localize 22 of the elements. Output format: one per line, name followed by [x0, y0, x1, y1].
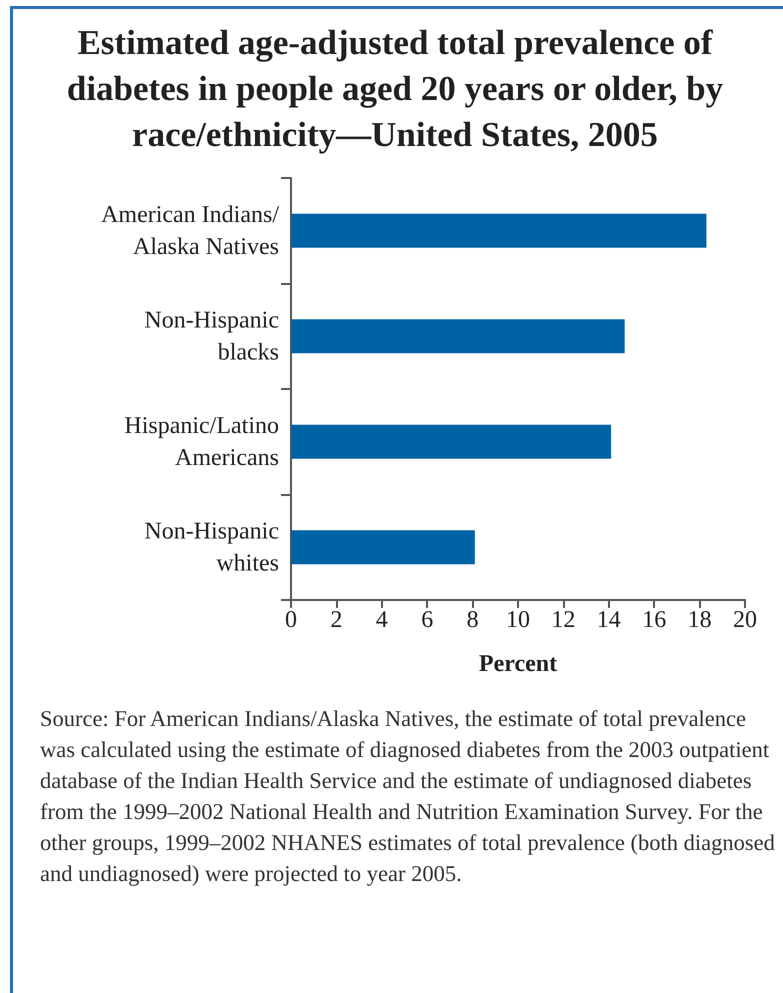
bar — [291, 319, 625, 354]
bar — [291, 214, 706, 248]
x-tick-label: 0 — [285, 607, 297, 633]
y-tick-label: Non-Hispanic whites — [144, 518, 279, 576]
bar — [291, 424, 612, 459]
x-axis-title: Percent — [478, 651, 558, 677]
y-tick-label: American Indians/ Alaska Natives — [101, 202, 280, 260]
x-tick-label: 18 — [688, 607, 712, 633]
x-tick-label: 2 — [330, 607, 342, 633]
x-tick-label: 10 — [506, 607, 530, 633]
chart-title: Estimated age-adjusted total prevalence of diabetes in people aged 20 years or older, by race/ethnicity—United States, 2005 — [66, 22, 724, 156]
x-tick-label: 16 — [642, 607, 666, 633]
y-tick-label: Hispanic/Latino Americans — [124, 412, 279, 471]
y-tick-label: Non-Hispanic blacks — [144, 307, 279, 366]
x-tick-label: 12 — [551, 607, 576, 633]
bar — [291, 530, 475, 564]
x-tick-label: 8 — [466, 607, 479, 633]
x-tick-label: 20 — [733, 607, 757, 633]
x-tick-label: 14 — [596, 607, 621, 633]
source-note: Source: For American Indians/Alaska Natives, the estimate of total prevalence was calculated using the estimate of diagnosed diabetes from the 2003 outpatient database of the Indian Health Service and the estimate of undiagnosed diabetes from the 1999–2002 National Health and Nutrition Examination Survey. For the other groups, 1999–2002 NHANES estimates of total prevalence (both diagnosed and undiagnosed) were projected to year 2005. — [40, 705, 775, 888]
x-tick-label: 6 — [421, 607, 434, 633]
x-tick-label: 4 — [376, 607, 388, 633]
